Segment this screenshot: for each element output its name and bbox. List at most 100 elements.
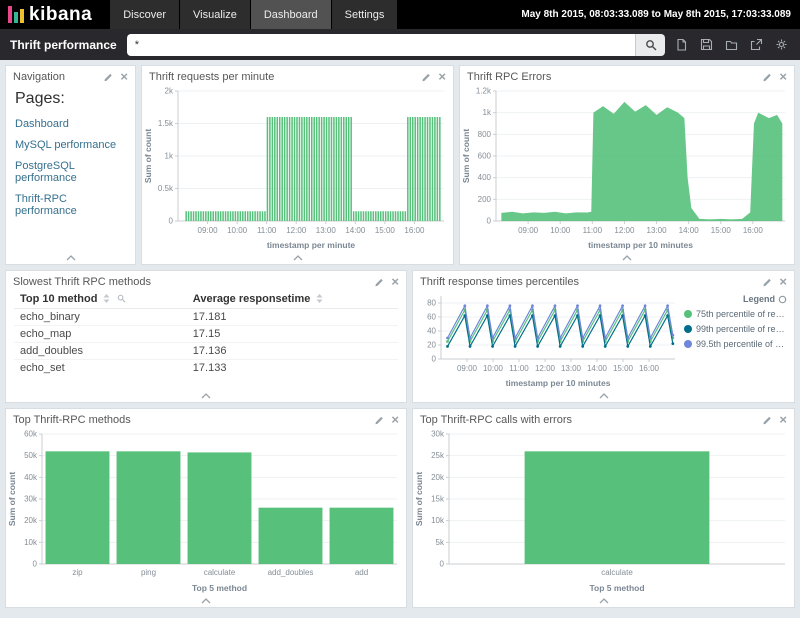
top-errors-chart[interactable]: 05k10k15k20k25k30kcalculateTop 5 methodS… bbox=[413, 427, 794, 594]
legend-item[interactable]: 99th percentile of resp... bbox=[684, 324, 787, 334]
column-header-method[interactable]: Top 10 method bbox=[14, 289, 187, 309]
pencil-icon bbox=[762, 71, 772, 82]
time-picker[interactable]: May 8th 2015, 08:03:33.089 to May 8th 20… bbox=[521, 9, 800, 20]
svg-text:1.5k: 1.5k bbox=[158, 119, 174, 128]
legend-item[interactable]: 75th percentile of resp... bbox=[684, 309, 787, 319]
svg-text:30k: 30k bbox=[431, 430, 445, 439]
legend-toggle[interactable]: Legend bbox=[684, 294, 787, 304]
tab-discover[interactable]: Discover bbox=[110, 0, 179, 29]
svg-text:10:00: 10:00 bbox=[483, 364, 504, 373]
chevron-up-icon bbox=[293, 255, 303, 261]
requests-chart[interactable]: 00.5k1k1.5k2k09:0010:0011:0012:0013:0014… bbox=[142, 84, 453, 251]
tab-dashboard[interactable]: Dashboard bbox=[251, 0, 331, 29]
svg-text:Top 5 method: Top 5 method bbox=[589, 583, 644, 593]
svg-text:11:00: 11:00 bbox=[583, 226, 603, 235]
errors-chart[interactable]: 02004006008001k1.2k09:0010:0011:0012:001… bbox=[460, 84, 794, 251]
close-panel-button[interactable]: × bbox=[120, 70, 128, 83]
kibana-logo[interactable]: kibana bbox=[0, 0, 110, 29]
nav-link-dashboard[interactable]: Dashboard bbox=[15, 118, 126, 130]
new-dashboard-button[interactable] bbox=[669, 30, 694, 59]
edit-panel-button[interactable] bbox=[374, 414, 384, 425]
top-navigation-bar: kibana Discover Visualize Dashboard Sett… bbox=[0, 0, 800, 29]
tab-settings[interactable]: Settings bbox=[332, 0, 398, 29]
svg-text:20k: 20k bbox=[431, 473, 445, 482]
series-color-dot bbox=[684, 325, 692, 333]
nav-link-thrift-rpc[interactable]: Thrift-RPC performance bbox=[15, 193, 126, 217]
svg-text:add_doubles: add_doubles bbox=[268, 568, 314, 577]
collapse-panel-button[interactable] bbox=[142, 251, 453, 264]
svg-text:0: 0 bbox=[432, 355, 437, 364]
nav-link-mysql[interactable]: MySQL performance bbox=[15, 139, 126, 151]
new-document-icon bbox=[675, 38, 688, 51]
gear-icon bbox=[775, 38, 788, 51]
collapse-panel-button[interactable] bbox=[6, 594, 406, 607]
methods-table: Top 10 method Average responsetime echo_… bbox=[14, 289, 398, 376]
svg-text:16:00: 16:00 bbox=[404, 226, 425, 235]
svg-text:16:00: 16:00 bbox=[639, 364, 660, 373]
panel-slowest-methods: Slowest Thrift RPC methods × Top 10 meth… bbox=[5, 270, 407, 403]
svg-text:0: 0 bbox=[169, 217, 174, 226]
svg-text:20: 20 bbox=[427, 341, 436, 350]
collapse-panel-button[interactable] bbox=[413, 594, 794, 607]
percentiles-chart[interactable]: 02040608009:0010:0011:0012:0013:0014:001… bbox=[413, 289, 684, 389]
close-panel-button[interactable]: × bbox=[779, 275, 787, 288]
svg-text:2k: 2k bbox=[165, 87, 174, 96]
svg-text:13:00: 13:00 bbox=[561, 364, 582, 373]
collapse-panel-button[interactable] bbox=[6, 389, 406, 402]
table-row: echo_map17.15 bbox=[14, 326, 398, 343]
edit-panel-button[interactable] bbox=[762, 276, 772, 287]
nav-link-postgresql[interactable]: PostgreSQL performance bbox=[15, 160, 126, 184]
pencil-icon bbox=[103, 71, 113, 82]
panel-title: Thrift response times percentiles bbox=[420, 276, 762, 288]
collapse-panel-button[interactable] bbox=[413, 389, 794, 402]
chevron-up-icon bbox=[66, 255, 76, 261]
svg-text:timestamp per 10 minutes: timestamp per 10 minutes bbox=[588, 240, 693, 250]
svg-text:0.5k: 0.5k bbox=[158, 184, 174, 193]
svg-text:timestamp per 10 minutes: timestamp per 10 minutes bbox=[506, 378, 611, 388]
svg-text:Top 5 method: Top 5 method bbox=[192, 583, 247, 593]
collapse-panel-button[interactable] bbox=[460, 251, 794, 264]
svg-text:15k: 15k bbox=[431, 495, 445, 504]
edit-panel-button[interactable] bbox=[374, 276, 384, 287]
save-dashboard-button[interactable] bbox=[694, 30, 719, 59]
svg-text:Sum of count: Sum of count bbox=[143, 129, 153, 183]
legend-item[interactable]: 99.5th percentile of re... bbox=[684, 339, 787, 349]
dashboard-toolbar: Thrift performance bbox=[0, 29, 800, 60]
edit-panel-button[interactable] bbox=[762, 414, 772, 425]
svg-text:11:00: 11:00 bbox=[509, 364, 529, 373]
svg-text:13:00: 13:00 bbox=[316, 226, 337, 235]
svg-text:13:00: 13:00 bbox=[647, 226, 668, 235]
column-header-responsetime[interactable]: Average responsetime bbox=[187, 289, 398, 309]
close-panel-button[interactable]: × bbox=[779, 413, 787, 426]
share-dashboard-button[interactable] bbox=[744, 30, 769, 59]
dashboard-settings-button[interactable] bbox=[769, 30, 794, 59]
load-dashboard-button[interactable] bbox=[719, 30, 744, 59]
pages-heading: Pages: bbox=[15, 90, 126, 108]
edit-panel-button[interactable] bbox=[762, 71, 772, 82]
svg-text:15:00: 15:00 bbox=[613, 364, 634, 373]
tab-visualize[interactable]: Visualize bbox=[180, 0, 250, 29]
panel-title: Navigation bbox=[13, 71, 103, 83]
svg-text:14:00: 14:00 bbox=[345, 226, 366, 235]
close-panel-button[interactable]: × bbox=[391, 413, 399, 426]
dashboard-actions bbox=[669, 30, 794, 59]
svg-text:15:00: 15:00 bbox=[375, 226, 396, 235]
chevron-up-icon bbox=[599, 393, 609, 399]
close-panel-button[interactable]: × bbox=[438, 70, 446, 83]
svg-text:20k: 20k bbox=[24, 516, 38, 525]
legend-toggle-icon bbox=[778, 295, 787, 304]
table-row: echo_set17.133 bbox=[14, 360, 398, 377]
svg-text:40k: 40k bbox=[24, 473, 38, 482]
search-button[interactable] bbox=[635, 34, 665, 56]
edit-panel-button[interactable] bbox=[421, 71, 431, 82]
svg-text:200: 200 bbox=[478, 195, 492, 204]
svg-text:16:00: 16:00 bbox=[743, 226, 764, 235]
edit-panel-button[interactable] bbox=[103, 71, 113, 82]
query-input[interactable] bbox=[127, 34, 635, 56]
close-panel-button[interactable]: × bbox=[391, 275, 399, 288]
top-methods-chart[interactable]: 010k20k30k40k50k60kzippingcalculateadd_d… bbox=[6, 427, 406, 594]
close-panel-button[interactable]: × bbox=[779, 70, 787, 83]
pencil-icon bbox=[374, 414, 384, 425]
save-icon bbox=[700, 38, 713, 51]
collapse-panel-button[interactable] bbox=[6, 251, 135, 264]
